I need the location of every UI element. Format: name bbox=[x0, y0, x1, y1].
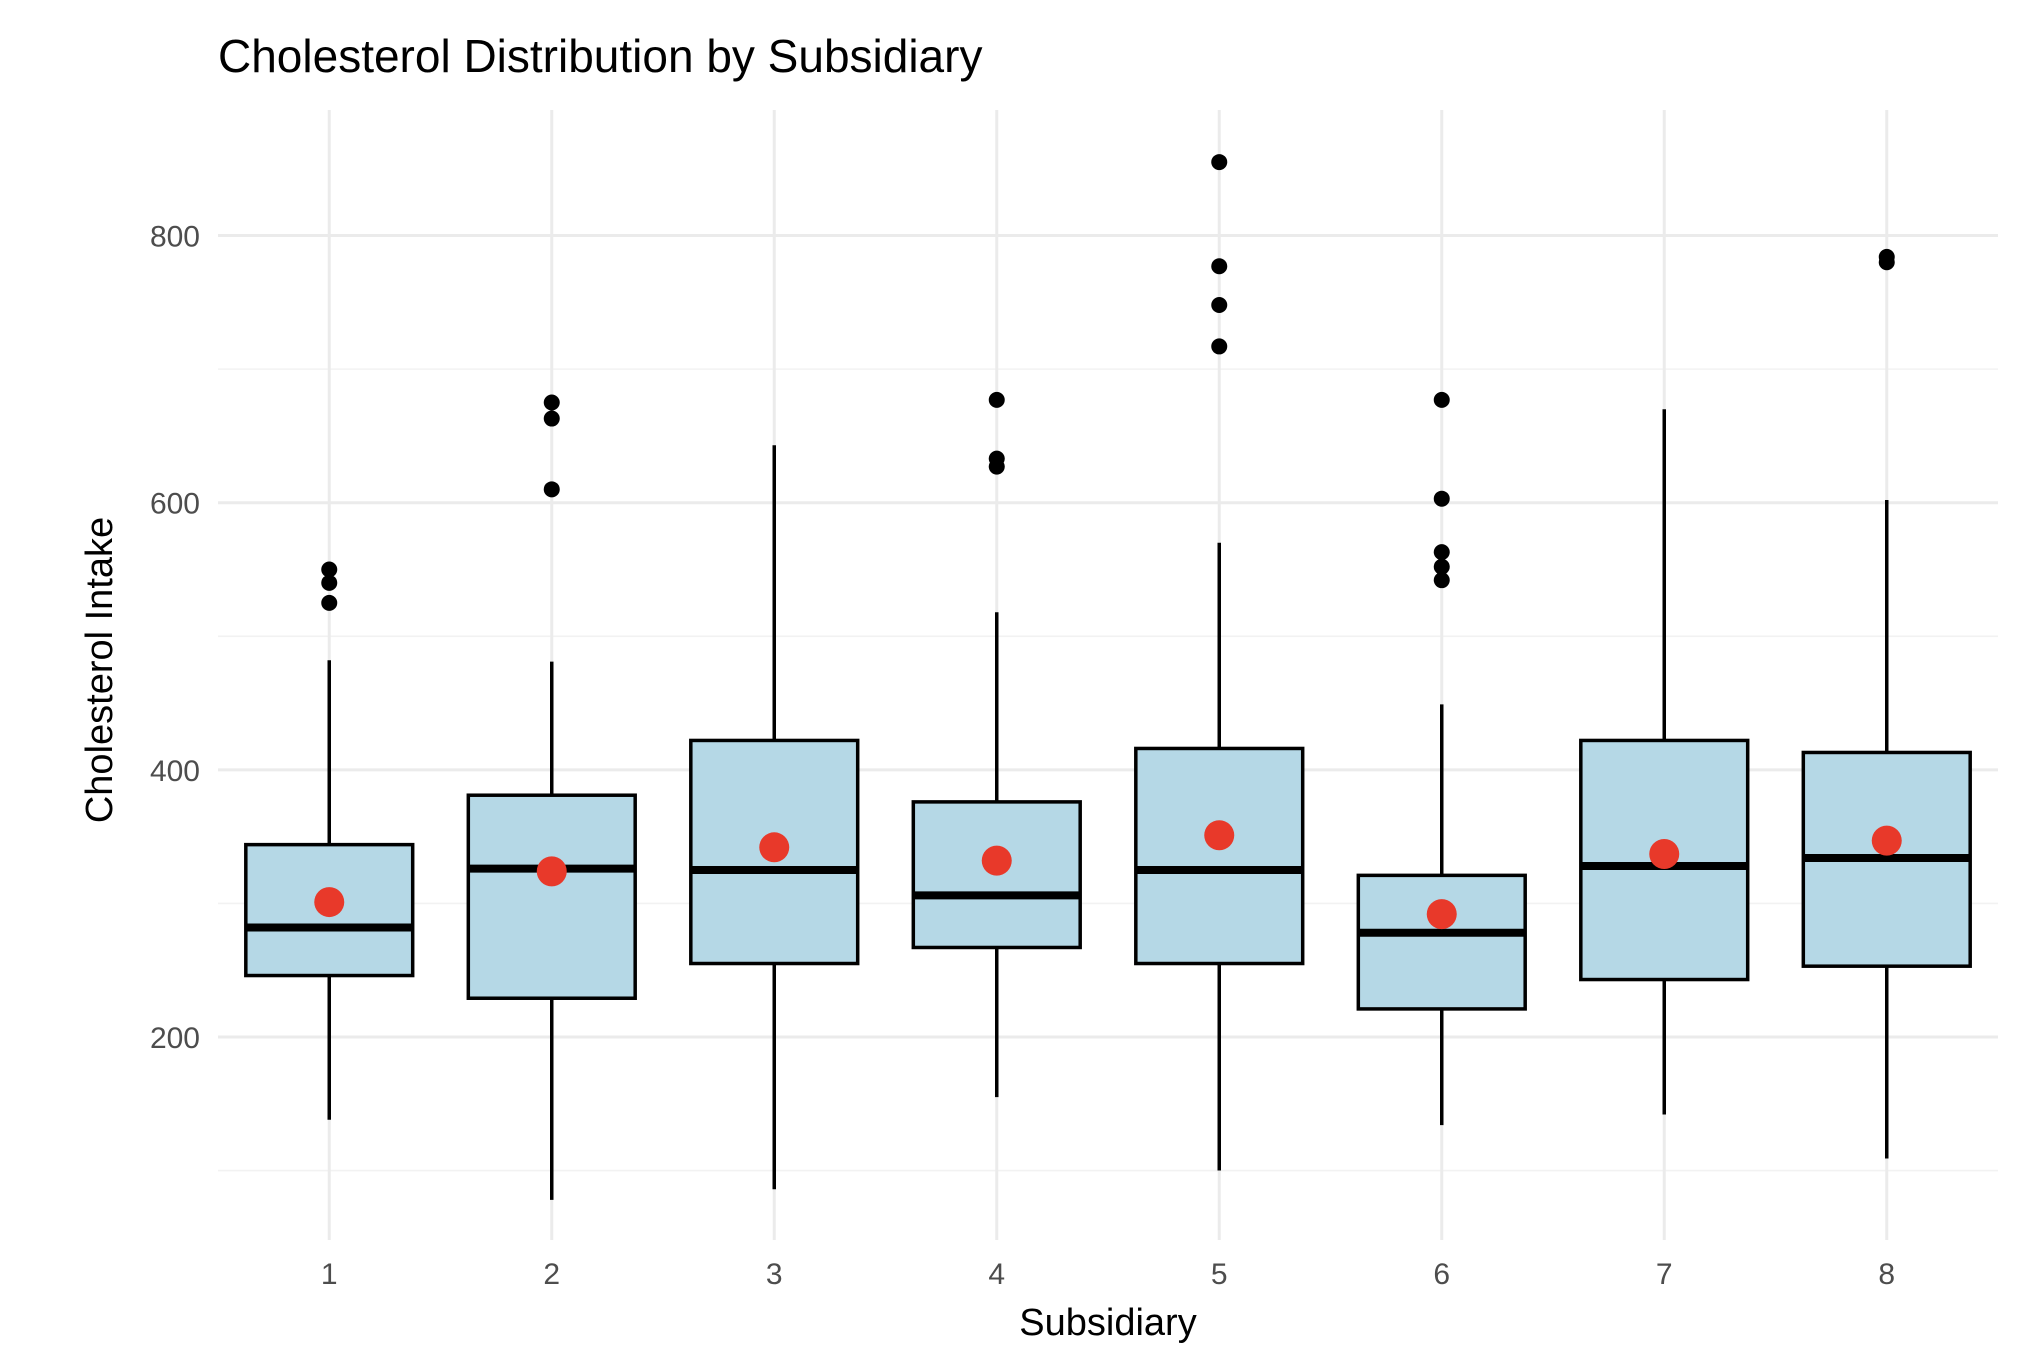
outlier-point bbox=[1433, 391, 1450, 408]
mean-point bbox=[314, 887, 345, 918]
mean-point bbox=[1204, 820, 1235, 851]
x-tick-label: 1 bbox=[321, 1258, 338, 1291]
iqr-box bbox=[1356, 873, 1527, 1011]
mean-point bbox=[1649, 838, 1680, 869]
box-group-6 bbox=[1356, 391, 1527, 1126]
iqr-box bbox=[1134, 746, 1305, 966]
box-group-7 bbox=[1579, 409, 1750, 1115]
box-group-5 bbox=[1134, 154, 1305, 1171]
y-tick-label: 200 bbox=[150, 1022, 200, 1055]
x-axis-ticks: 1 2 3 4 5 6 7 8 bbox=[321, 1258, 1895, 1291]
outlier-point bbox=[321, 594, 338, 611]
x-tick-label: 8 bbox=[1878, 1258, 1895, 1291]
boxes bbox=[244, 154, 1972, 1200]
outlier-point bbox=[988, 391, 1005, 408]
outlier-point bbox=[1878, 248, 1895, 265]
box-group-1 bbox=[244, 561, 415, 1120]
y-tick-label: 400 bbox=[150, 755, 200, 788]
outlier-point bbox=[1433, 544, 1450, 561]
outlier-point bbox=[321, 574, 338, 591]
iqr-box bbox=[466, 793, 637, 1000]
x-tick-label: 5 bbox=[1211, 1258, 1228, 1291]
outlier-point bbox=[1211, 154, 1228, 171]
y-axis-ticks: 200 400 600 800 bbox=[150, 221, 200, 1055]
x-tick-label: 7 bbox=[1656, 1258, 1673, 1291]
y-tick-label: 800 bbox=[150, 221, 200, 254]
outlier-point bbox=[1433, 490, 1450, 507]
y-tick-label: 600 bbox=[150, 488, 200, 521]
box-group-2 bbox=[466, 394, 637, 1200]
outlier-point bbox=[543, 410, 560, 427]
box-group-8 bbox=[1801, 248, 1972, 1159]
outlier-point bbox=[543, 394, 560, 411]
x-tick-label: 2 bbox=[543, 1258, 560, 1291]
mean-point bbox=[981, 845, 1012, 876]
outlier-point bbox=[1211, 297, 1228, 314]
mean-point bbox=[759, 832, 790, 863]
box-group-4 bbox=[911, 391, 1082, 1098]
mean-point bbox=[536, 856, 567, 887]
x-axis-title: Subsidiary bbox=[1019, 1302, 1196, 1344]
outlier-point bbox=[1211, 338, 1228, 355]
grid bbox=[218, 110, 1998, 1240]
x-tick-label: 6 bbox=[1433, 1258, 1450, 1291]
y-axis-title: Cholesterol Intake bbox=[79, 517, 121, 823]
mean-point bbox=[1426, 899, 1457, 930]
outlier-point bbox=[1433, 558, 1450, 575]
outlier-point bbox=[543, 481, 560, 498]
mean-point bbox=[1871, 825, 1902, 856]
x-tick-label: 3 bbox=[766, 1258, 783, 1291]
outlier-point bbox=[988, 450, 1005, 467]
box-group-3 bbox=[689, 445, 860, 1190]
chart-title: Cholesterol Distribution by Subsidiary bbox=[218, 30, 982, 82]
x-tick-label: 4 bbox=[988, 1258, 1005, 1291]
outlier-point bbox=[321, 561, 338, 578]
outlier-point bbox=[1433, 572, 1450, 589]
outlier-point bbox=[1211, 258, 1228, 275]
